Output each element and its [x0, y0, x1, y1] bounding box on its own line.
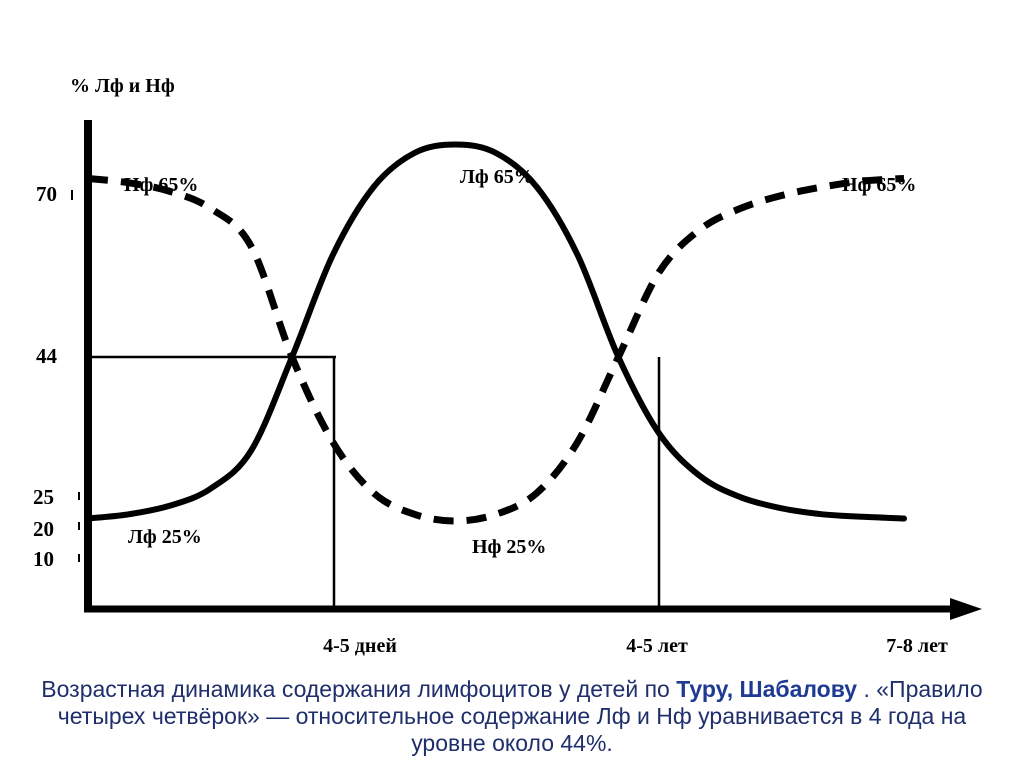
- y-tick-label: 25: [33, 485, 54, 509]
- y-tick-label: 70: [36, 182, 57, 206]
- annotation-nf-right: Нф 65%: [842, 174, 916, 196]
- y-axis-label: % Лф и Нф: [70, 75, 175, 97]
- y-tick-label: 10: [33, 547, 54, 571]
- x-axis-arrow-icon: [950, 598, 982, 620]
- series-line-lf: [85, 141, 907, 522]
- annotation-nf-left: Нф 65%: [124, 174, 198, 196]
- x-tick-label: 4-5 лет: [626, 635, 688, 657]
- caption-authors: Туру, Шабалову: [676, 676, 858, 702]
- annotation-lf-left: Лф 25%: [128, 526, 202, 548]
- lymphocyte-neutrophil-chart: % Лф и Нф 70 44 25 20 10 4-5 дней 4-5 ле…: [33, 75, 982, 657]
- y-tick-label: 20: [33, 517, 54, 541]
- caption-text-start: Возрастная динамика содержания лимфоцито…: [41, 676, 677, 702]
- annotation-nf-bottom: Нф 25%: [472, 536, 546, 558]
- figure-caption: Возрастная динамика содержания лимфоцито…: [40, 676, 984, 757]
- x-tick-label: 7-8 лет: [886, 635, 948, 657]
- annotation-lf-top: Лф 65%: [460, 166, 534, 188]
- caption-text-end: . «Правило четырех четвёрок» — относител…: [57, 676, 983, 756]
- y-tick-label: 44: [36, 344, 58, 368]
- series-line-nf: [87, 175, 905, 525]
- x-tick-label: 4-5 дней: [323, 635, 397, 657]
